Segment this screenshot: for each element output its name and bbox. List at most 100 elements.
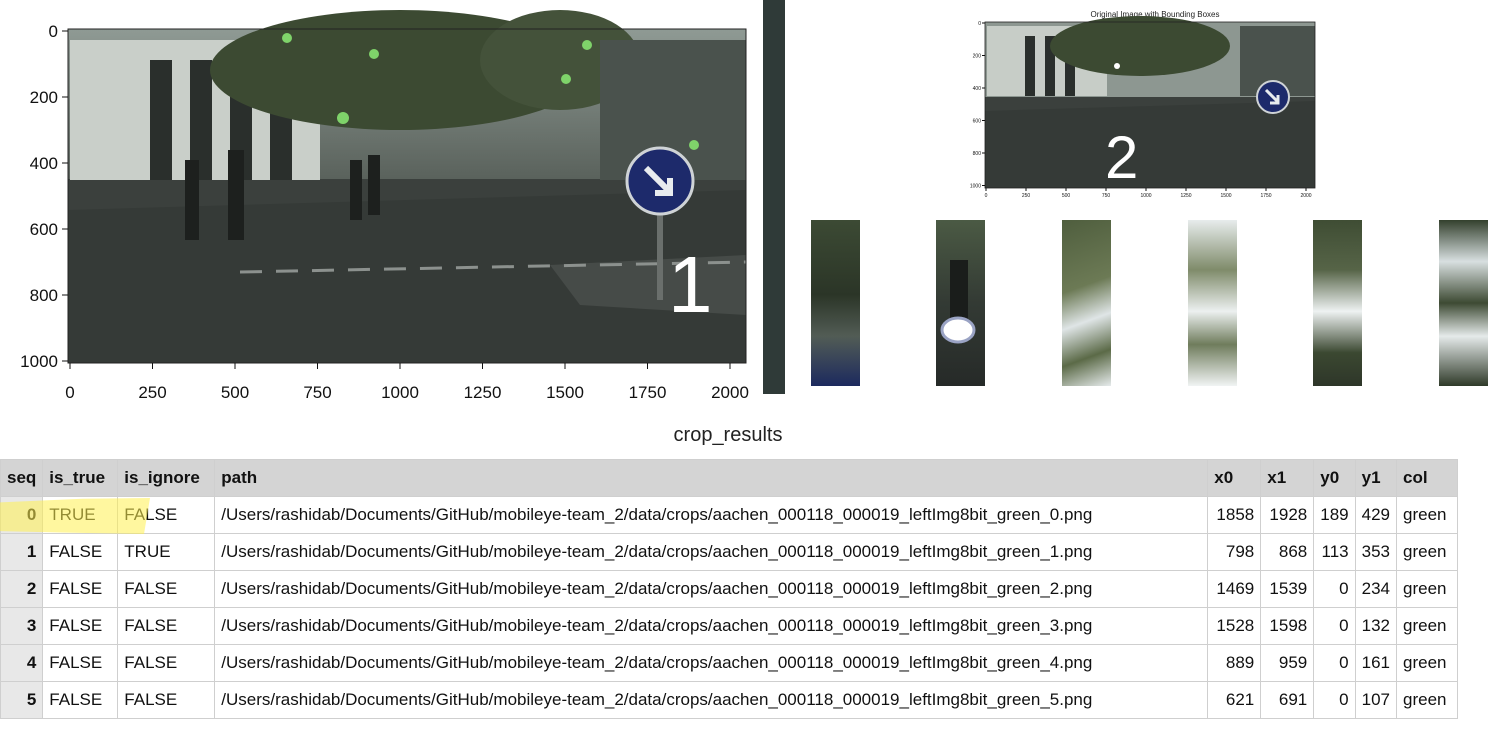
- column-header-col[interactable]: col: [1396, 459, 1458, 497]
- tick-label: 1000: [970, 183, 981, 189]
- column-header-y0[interactable]: y0: [1313, 459, 1356, 497]
- table-row[interactable]: 1 FALSE TRUE /Users/rashidab/Documents/G…: [0, 533, 1458, 571]
- cell-col: green: [1396, 644, 1458, 682]
- figure-2-y-axis: 0 200 400 600 800 1000: [970, 21, 985, 189]
- tick-label: 0: [49, 22, 58, 41]
- tick-label: 800: [973, 151, 982, 157]
- cell-path: /Users/rashidab/Documents/GitHub/mobiley…: [214, 681, 1209, 719]
- cell-y0: 189: [1313, 496, 1356, 534]
- table-row[interactable]: 0 TRUE FALSE /Users/rashidab/Documents/G…: [0, 496, 1458, 534]
- cell-x0: 621: [1207, 681, 1262, 719]
- cell-x0: 1469: [1207, 570, 1262, 608]
- street-image-figure: 1 0 250 500 750 1000 1250 1500 1750 2000 0 200 400…: [20, 10, 749, 402]
- cell-x1: 1598: [1260, 607, 1315, 645]
- tick-label: 500: [1062, 193, 1071, 199]
- crop-thumbnail-1: [936, 220, 985, 386]
- figure-2-label: 2: [1105, 124, 1138, 191]
- cell-seq: 0: [0, 496, 44, 534]
- cell-is-true: FALSE: [42, 681, 119, 719]
- cell-is-ignore: TRUE: [117, 533, 216, 571]
- cell-x1: 959: [1260, 644, 1315, 682]
- tick-label: 1000: [381, 383, 419, 402]
- tick-label: 1750: [1260, 193, 1271, 199]
- tick-label: 1000: [20, 352, 58, 371]
- tick-label: 0: [985, 193, 988, 199]
- crop-thumbnail-2: [1062, 220, 1111, 386]
- column-header-x1[interactable]: x1: [1260, 459, 1315, 497]
- cell-is-ignore: FALSE: [117, 570, 216, 608]
- tick-label: 600: [973, 118, 982, 124]
- column-header-y1[interactable]: y1: [1354, 459, 1398, 497]
- cell-seq: 5: [0, 681, 44, 719]
- tick-label: 200: [30, 88, 58, 107]
- tick-label: 750: [1102, 193, 1111, 199]
- cell-y0: 0: [1313, 607, 1356, 645]
- panel-divider: [763, 0, 785, 394]
- table-row[interactable]: 4 FALSE FALSE /Users/rashidab/Documents/…: [0, 644, 1458, 682]
- cell-x1: 868: [1260, 533, 1315, 571]
- cell-y1: 429: [1354, 496, 1398, 534]
- cell-x1: 1539: [1260, 570, 1315, 608]
- cell-is-ignore: FALSE: [117, 644, 216, 682]
- tick-label: 1000: [1140, 193, 1151, 199]
- column-header-path[interactable]: path: [214, 459, 1209, 497]
- crop-thumbnail-3: [1188, 220, 1237, 386]
- table-row[interactable]: 2 FALSE FALSE /Users/rashidab/Documents/…: [0, 570, 1458, 608]
- tick-label: 1500: [1220, 193, 1231, 199]
- cell-col: green: [1396, 607, 1458, 645]
- column-header-x0[interactable]: x0: [1207, 459, 1262, 497]
- tick-label: 400: [973, 86, 982, 92]
- cell-y0: 0: [1313, 570, 1356, 608]
- cell-is-true: FALSE: [42, 644, 119, 682]
- tick-label: 1250: [464, 383, 502, 402]
- cell-x1: 1928: [1260, 496, 1315, 534]
- table-header-row: seq is_true is_ignore path x0 x1 y0 y1 c…: [0, 459, 1458, 497]
- cell-is-ignore: FALSE: [117, 607, 216, 645]
- cell-y1: 353: [1354, 533, 1398, 571]
- bounding-box-figure: Original Image with Bounding Boxes 2 0 25…: [970, 10, 1316, 199]
- cell-col: green: [1396, 681, 1458, 719]
- tick-label: 0: [978, 21, 981, 27]
- tick-label: 200: [973, 53, 982, 59]
- cell-y0: 0: [1313, 644, 1356, 682]
- cell-x0: 1858: [1207, 496, 1262, 534]
- traffic-light-crop: [940, 260, 976, 344]
- crop-thumbnail-4: [1313, 220, 1362, 386]
- cell-path: /Users/rashidab/Documents/GitHub/mobiley…: [214, 570, 1209, 608]
- tick-label: 1250: [1180, 193, 1191, 199]
- column-header-seq[interactable]: seq: [0, 459, 44, 497]
- cell-path: /Users/rashidab/Documents/GitHub/mobiley…: [214, 533, 1209, 571]
- cell-col: green: [1396, 533, 1458, 571]
- cell-path: /Users/rashidab/Documents/GitHub/mobiley…: [214, 496, 1209, 534]
- crop-results-table: seq is_true is_ignore path x0 x1 y0 y1 c…: [0, 459, 1458, 719]
- tick-label: 2000: [711, 383, 749, 402]
- crop-thumbnail-5: [1439, 220, 1488, 386]
- cell-y1: 234: [1354, 570, 1398, 608]
- small-street-photo: [985, 16, 1315, 188]
- cell-path: /Users/rashidab/Documents/GitHub/mobiley…: [214, 607, 1209, 645]
- cell-is-true: FALSE: [42, 570, 119, 608]
- table-row[interactable]: 5 FALSE FALSE /Users/rashidab/Documents/…: [0, 681, 1458, 719]
- cell-x0: 798: [1207, 533, 1262, 571]
- cell-seq: 3: [0, 607, 44, 645]
- cell-col: green: [1396, 496, 1458, 534]
- column-header-is-true[interactable]: is_true: [42, 459, 119, 497]
- cell-x0: 1528: [1207, 607, 1262, 645]
- cell-path: /Users/rashidab/Documents/GitHub/mobiley…: [214, 644, 1209, 682]
- table-title: crop_results: [673, 424, 783, 446]
- tick-label: 800: [30, 286, 58, 305]
- cell-x0: 889: [1207, 644, 1262, 682]
- cell-col: green: [1396, 570, 1458, 608]
- tick-label: 750: [303, 383, 331, 402]
- column-header-is-ignore[interactable]: is_ignore: [117, 459, 216, 497]
- tick-label: 0: [65, 383, 74, 402]
- tick-label: 250: [1022, 193, 1031, 199]
- cell-is-true: TRUE: [42, 496, 119, 534]
- cell-is-true: FALSE: [42, 533, 119, 571]
- table-row[interactable]: 3 FALSE FALSE /Users/rashidab/Documents/…: [0, 607, 1458, 645]
- tick-label: 2000: [1300, 193, 1311, 199]
- figure-1-x-axis: 0 250 500 750 1000 1250 1500 1750 2000: [65, 363, 749, 402]
- cell-seq: 1: [0, 533, 44, 571]
- figure-2-x-axis: 0 250 500 750 1000 1250 1500 1750 2000: [985, 188, 1312, 199]
- cell-y1: 132: [1354, 607, 1398, 645]
